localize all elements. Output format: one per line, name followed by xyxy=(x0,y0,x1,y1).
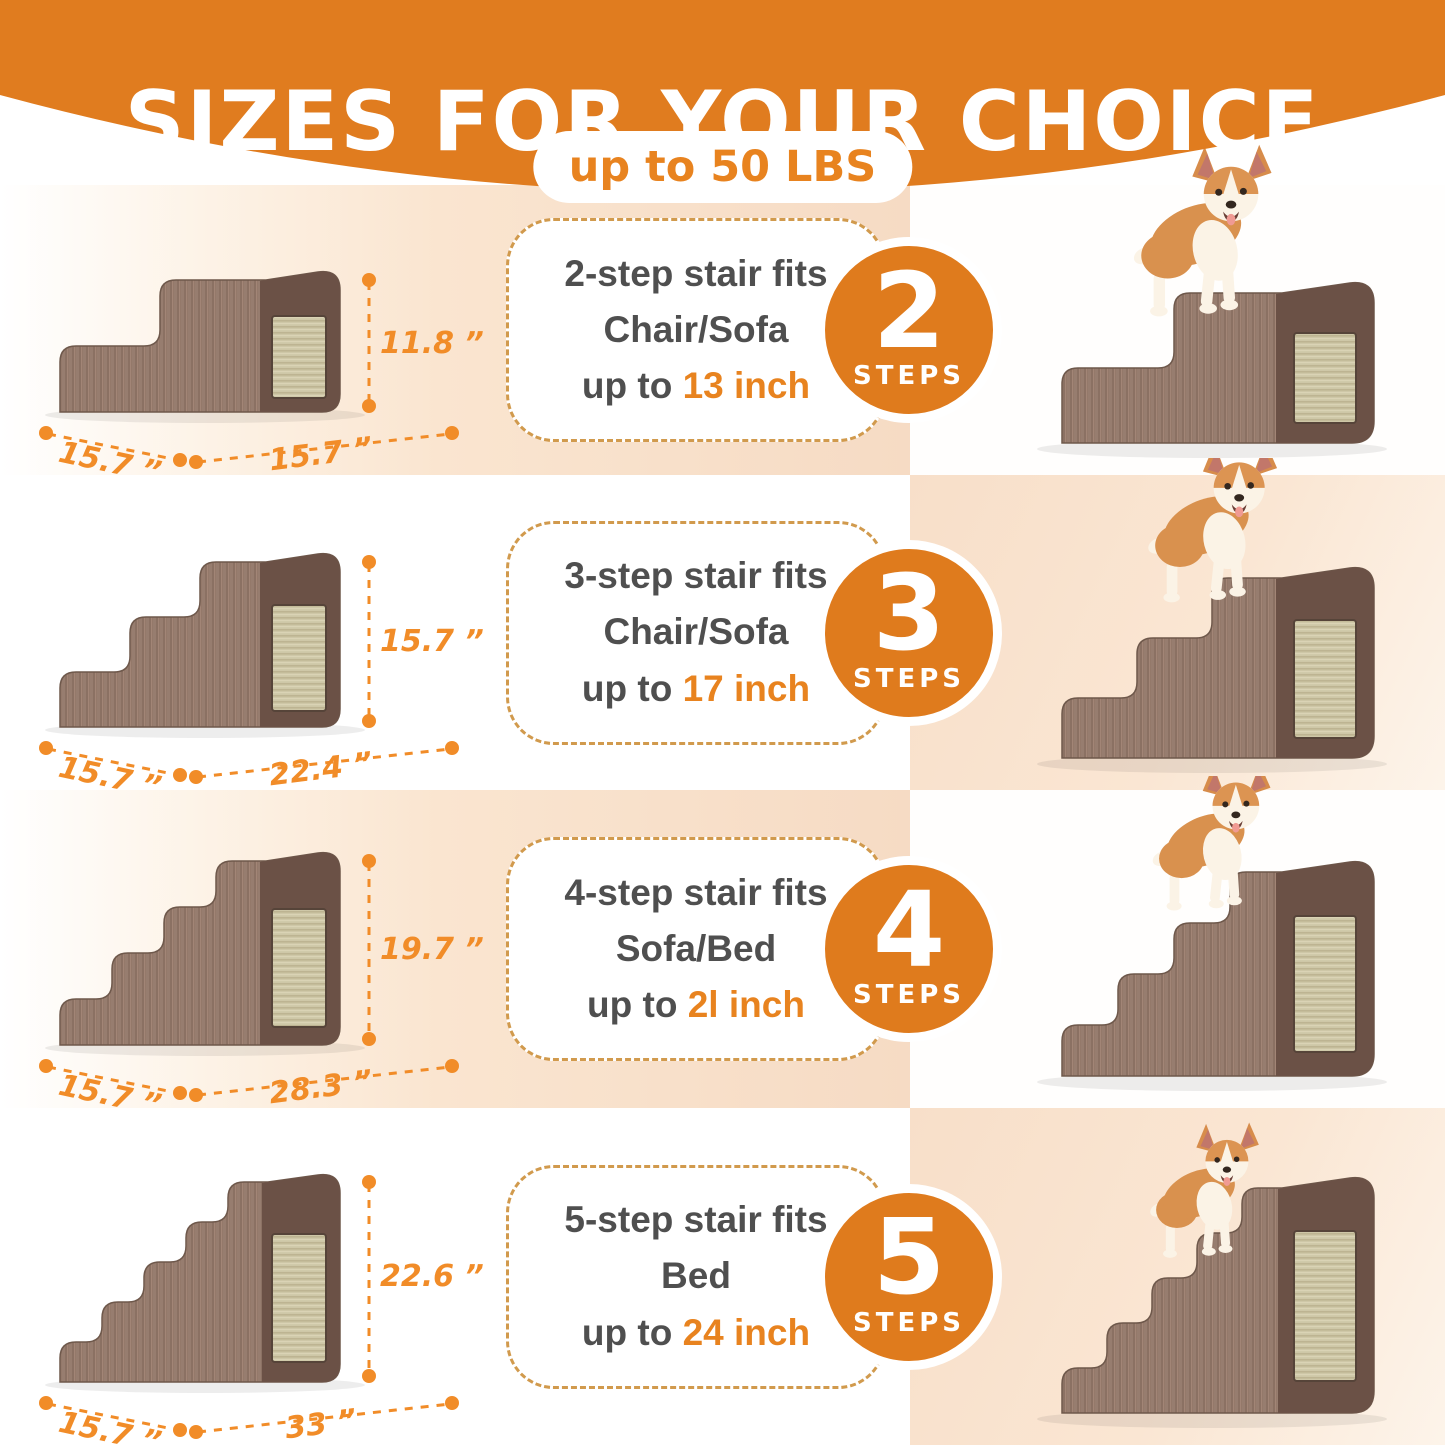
info-line-3: up to 13 inch xyxy=(581,365,811,407)
info-line-3: up to 2l inch xyxy=(587,984,805,1026)
steps-number: 4 xyxy=(872,868,946,991)
info-line-2: Sofa/Bed xyxy=(615,927,777,969)
stair-5-step-illustration: 22.6 ” 15.7 ” 33 ” xyxy=(39,1173,484,1445)
steps-badge-3: 3 STEPS xyxy=(816,539,1002,726)
steps-label: STEPS xyxy=(852,980,965,1011)
info-box: 2-step stair fits Chair/Sofa up to 13 in… xyxy=(506,218,886,442)
dimension-depth-label: 15.7 ” xyxy=(56,1068,165,1108)
info-box: 3-step stair fits Chair/Sofa up to 17 in… xyxy=(506,520,886,745)
size-row-5-step: 22.6 ” 15.7 ” 33 ” 5-step stair fits Bed… xyxy=(0,1108,1445,1445)
info-line-1: 5-step stair fits xyxy=(564,1199,828,1241)
corgi-on-3-step-illustration xyxy=(1037,458,1387,773)
info-line-2: Chair/Sofa xyxy=(603,611,789,653)
fit-height-accent: 24 inch xyxy=(682,1311,811,1353)
info-line-2: Chair/Sofa xyxy=(603,308,789,350)
info-line-3: up to 17 inch xyxy=(581,667,811,709)
info-line-1: 4-step stair fits xyxy=(564,871,828,913)
info-line-2: Bed xyxy=(661,1255,731,1297)
product-figure-5-step: 22.6 ” 15.7 ” 33 ” xyxy=(20,1110,488,1445)
dimension-width-label: 28.3 ” xyxy=(267,1064,374,1108)
size-row-3-step: 15.7 ” 15.7 ” 22.4 ” 3-step stair fits C… xyxy=(0,458,1445,790)
dog-photo-4-step xyxy=(977,776,1429,1106)
dimension-width-label: 33 ” xyxy=(283,1403,358,1445)
stair-2-step-illustration: 11.8 ” 15.7 ” 15.7 ” xyxy=(39,270,484,475)
fit-height-accent: 13 inch xyxy=(682,365,811,407)
dog-photo-3-step xyxy=(977,458,1429,788)
info-box: 4-step stair fits Sofa/Bed up to 2l inch xyxy=(506,837,886,1061)
dog-photo-2-step xyxy=(977,143,1429,473)
steps-badge-2: 2 STEPS xyxy=(816,237,1002,423)
dog-photo-5-step xyxy=(977,1113,1429,1443)
corgi-on-4-step-illustration xyxy=(1037,776,1387,1091)
info-line-1: 2-step stair fits xyxy=(564,252,828,294)
steps-badge-4: 4 STEPS xyxy=(816,856,1002,1042)
size-row-2-step: 11.8 ” 15.7 ” 15.7 ” 2-step stair fits C… xyxy=(0,144,1445,475)
dimension-height-label: 22.6 ” xyxy=(380,1259,484,1294)
fit-height-accent: 17 inch xyxy=(682,667,811,709)
dimension-height-label: 11.8 ” xyxy=(380,326,484,361)
info-line-1: 3-step stair fits xyxy=(564,555,828,597)
dimension-height-label: 19.7 ” xyxy=(380,932,484,967)
dimension-height-label: 15.7 ” xyxy=(380,624,484,659)
product-figure-4-step: 19.7 ” 15.7 ” 28.3 ” xyxy=(20,773,488,1108)
info-line-3: up to 24 inch xyxy=(581,1311,811,1353)
fit-height-accent: 2l inch xyxy=(687,984,805,1026)
steps-label: STEPS xyxy=(852,663,965,694)
product-figure-2-step: 11.8 ” 15.7 ” 15.7 ” xyxy=(20,140,488,475)
steps-label: STEPS xyxy=(852,1307,965,1338)
corgi-on-5-step-illustration xyxy=(1037,1122,1387,1428)
stair-4-step-illustration: 19.7 ” 15.7 ” 28.3 ” xyxy=(39,851,484,1108)
dimension-depth-label: 15.7 ” xyxy=(56,1405,165,1445)
steps-label: STEPS xyxy=(852,361,965,392)
steps-number: 2 xyxy=(872,249,946,372)
steps-number: 3 xyxy=(872,552,946,675)
steps-badge-5: 5 STEPS xyxy=(816,1183,1002,1370)
corgi-illustration xyxy=(1131,144,1272,317)
weight-limit-badge: up to 50 LBS xyxy=(532,131,913,203)
corgi-on-2-step-illustration xyxy=(1037,144,1387,458)
steps-number: 5 xyxy=(872,1196,946,1319)
product-figure-3-step: 15.7 ” 15.7 ” 22.4 ” xyxy=(20,455,488,790)
size-row-4-step: 19.7 ” 15.7 ” 28.3 ” 4-step stair fits S… xyxy=(0,776,1445,1108)
stair-3-step-illustration: 15.7 ” 15.7 ” 22.4 ” xyxy=(39,552,484,790)
